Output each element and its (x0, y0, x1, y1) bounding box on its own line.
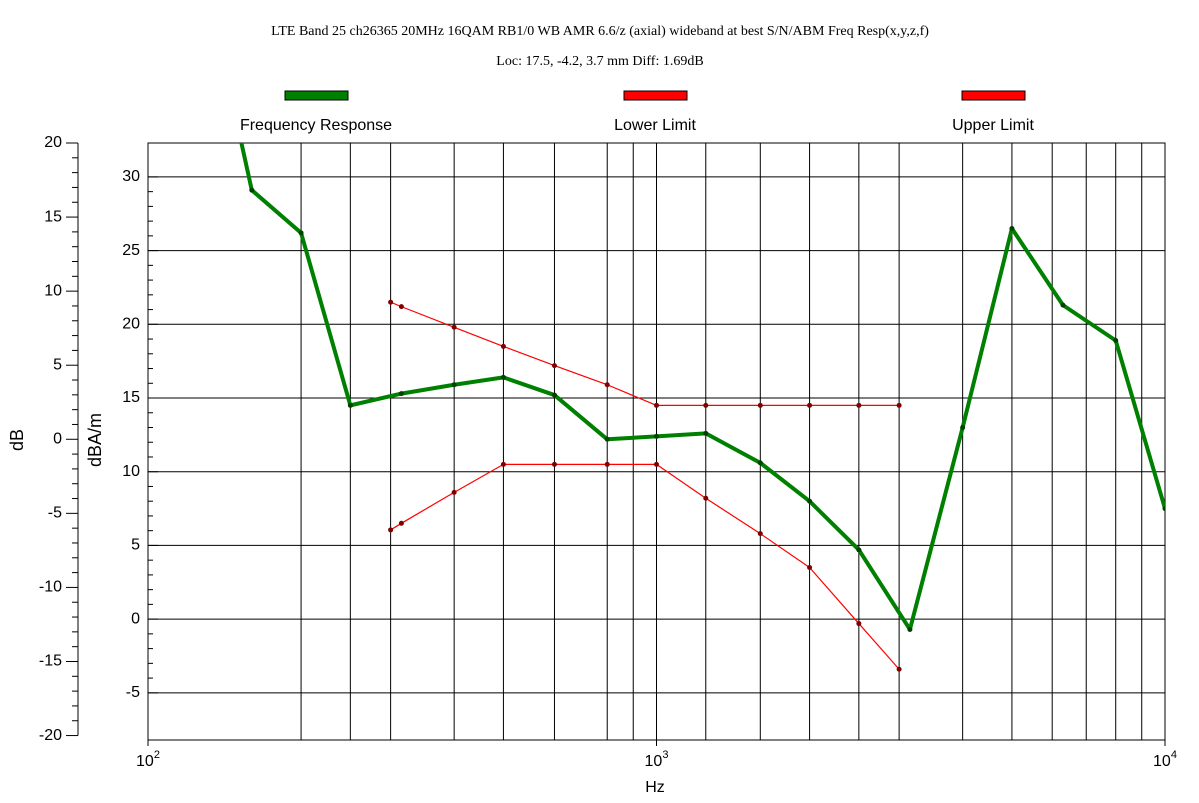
series-point (398, 391, 404, 397)
x-tick-base: 10 (136, 753, 154, 770)
series-point (654, 461, 659, 467)
series-line (390, 463, 900, 670)
series-point (757, 402, 763, 408)
y-tick-label: 10 (122, 463, 140, 480)
x-tick-exponent: 3 (662, 749, 668, 761)
series-line (390, 301, 900, 406)
legend-label: Upper Limit (952, 117, 1034, 134)
series-point (757, 531, 763, 537)
series-point (604, 461, 610, 467)
x-tick-exponent: 2 (154, 749, 160, 761)
series-point (1009, 225, 1015, 231)
series-point (856, 547, 862, 553)
y-tick-label: 25 (122, 242, 140, 259)
series-point (907, 626, 913, 632)
y-tick-label: 5 (131, 537, 140, 554)
y2-tick-label: -20 (39, 727, 62, 744)
y-tick-label: -5 (126, 684, 140, 701)
y2-tick-label: 15 (44, 208, 62, 225)
series-point (807, 498, 813, 504)
y2-tick-label: 20 (44, 134, 62, 151)
y2-tick-label: -10 (39, 579, 62, 596)
series-point (388, 299, 394, 305)
y-tick-label: 30 (122, 168, 140, 185)
y2-axis-label: dB (7, 429, 27, 451)
x-axis-label: Hz (645, 779, 665, 796)
series (388, 461, 902, 672)
series-point (551, 461, 557, 467)
series-point (856, 621, 862, 627)
series-point (807, 565, 813, 571)
series-point (604, 382, 610, 388)
x-tick-base: 10 (1153, 753, 1171, 770)
series-point (551, 392, 557, 398)
series-point (1113, 338, 1119, 344)
series-point (960, 424, 966, 430)
series-point (398, 520, 404, 526)
y2-tick-label: -5 (48, 505, 62, 522)
series-point (807, 402, 813, 408)
chart-subtitle: Loc: 17.5, -4.2, 3.7 mm Diff: 1.69dB (496, 54, 703, 69)
series-point (654, 433, 659, 439)
x-tick-exponent: 4 (1171, 749, 1177, 761)
y2-tick-label: 5 (53, 356, 62, 373)
y2-tick-label: 10 (44, 282, 62, 299)
x-tick-label: 104 (1153, 749, 1177, 770)
plot-border (147, 142, 1166, 741)
series-point (856, 402, 862, 408)
x-tick-label: 102 (136, 749, 160, 770)
series-point (896, 402, 902, 408)
series-point (451, 382, 457, 388)
legend-swatch (284, 90, 349, 101)
series-point (703, 495, 709, 501)
series-point (500, 343, 506, 349)
series-point (1060, 302, 1066, 308)
series (388, 299, 902, 408)
series-point (896, 666, 902, 672)
series-point (398, 304, 404, 310)
chart-title: LTE Band 25 ch26365 20MHz 16QAM RB1/0 WB… (271, 24, 929, 39)
y-tick-label: 15 (122, 389, 140, 406)
series-point (551, 363, 557, 369)
x-tick-label: 103 (645, 749, 669, 770)
series-point (604, 436, 610, 442)
legend-label: Lower Limit (614, 117, 696, 134)
series-point (654, 402, 659, 408)
series-point (388, 527, 394, 533)
legend-label: Frequency Response (240, 117, 392, 134)
series (239, 143, 1165, 632)
series-point (451, 489, 457, 495)
series-point (347, 402, 353, 408)
series-line (239, 143, 1165, 632)
y2-tick-label: -15 (39, 653, 62, 670)
x-tick-base: 10 (645, 753, 663, 770)
series-point (1162, 506, 1165, 512)
series-point (298, 230, 304, 236)
legend-swatch (961, 90, 1026, 101)
series-point (451, 324, 457, 330)
series-point (703, 402, 709, 408)
series-point (500, 461, 506, 467)
series-point (703, 430, 709, 436)
y2-tick-label: 0 (53, 430, 62, 447)
series-point (757, 460, 763, 466)
series-point (249, 187, 255, 193)
series-point (500, 374, 506, 380)
y-axis-label: dBA/m (85, 413, 105, 467)
y-tick-label: 20 (122, 316, 140, 333)
y-tick-label: 0 (131, 610, 140, 627)
legend-swatch (623, 90, 688, 101)
